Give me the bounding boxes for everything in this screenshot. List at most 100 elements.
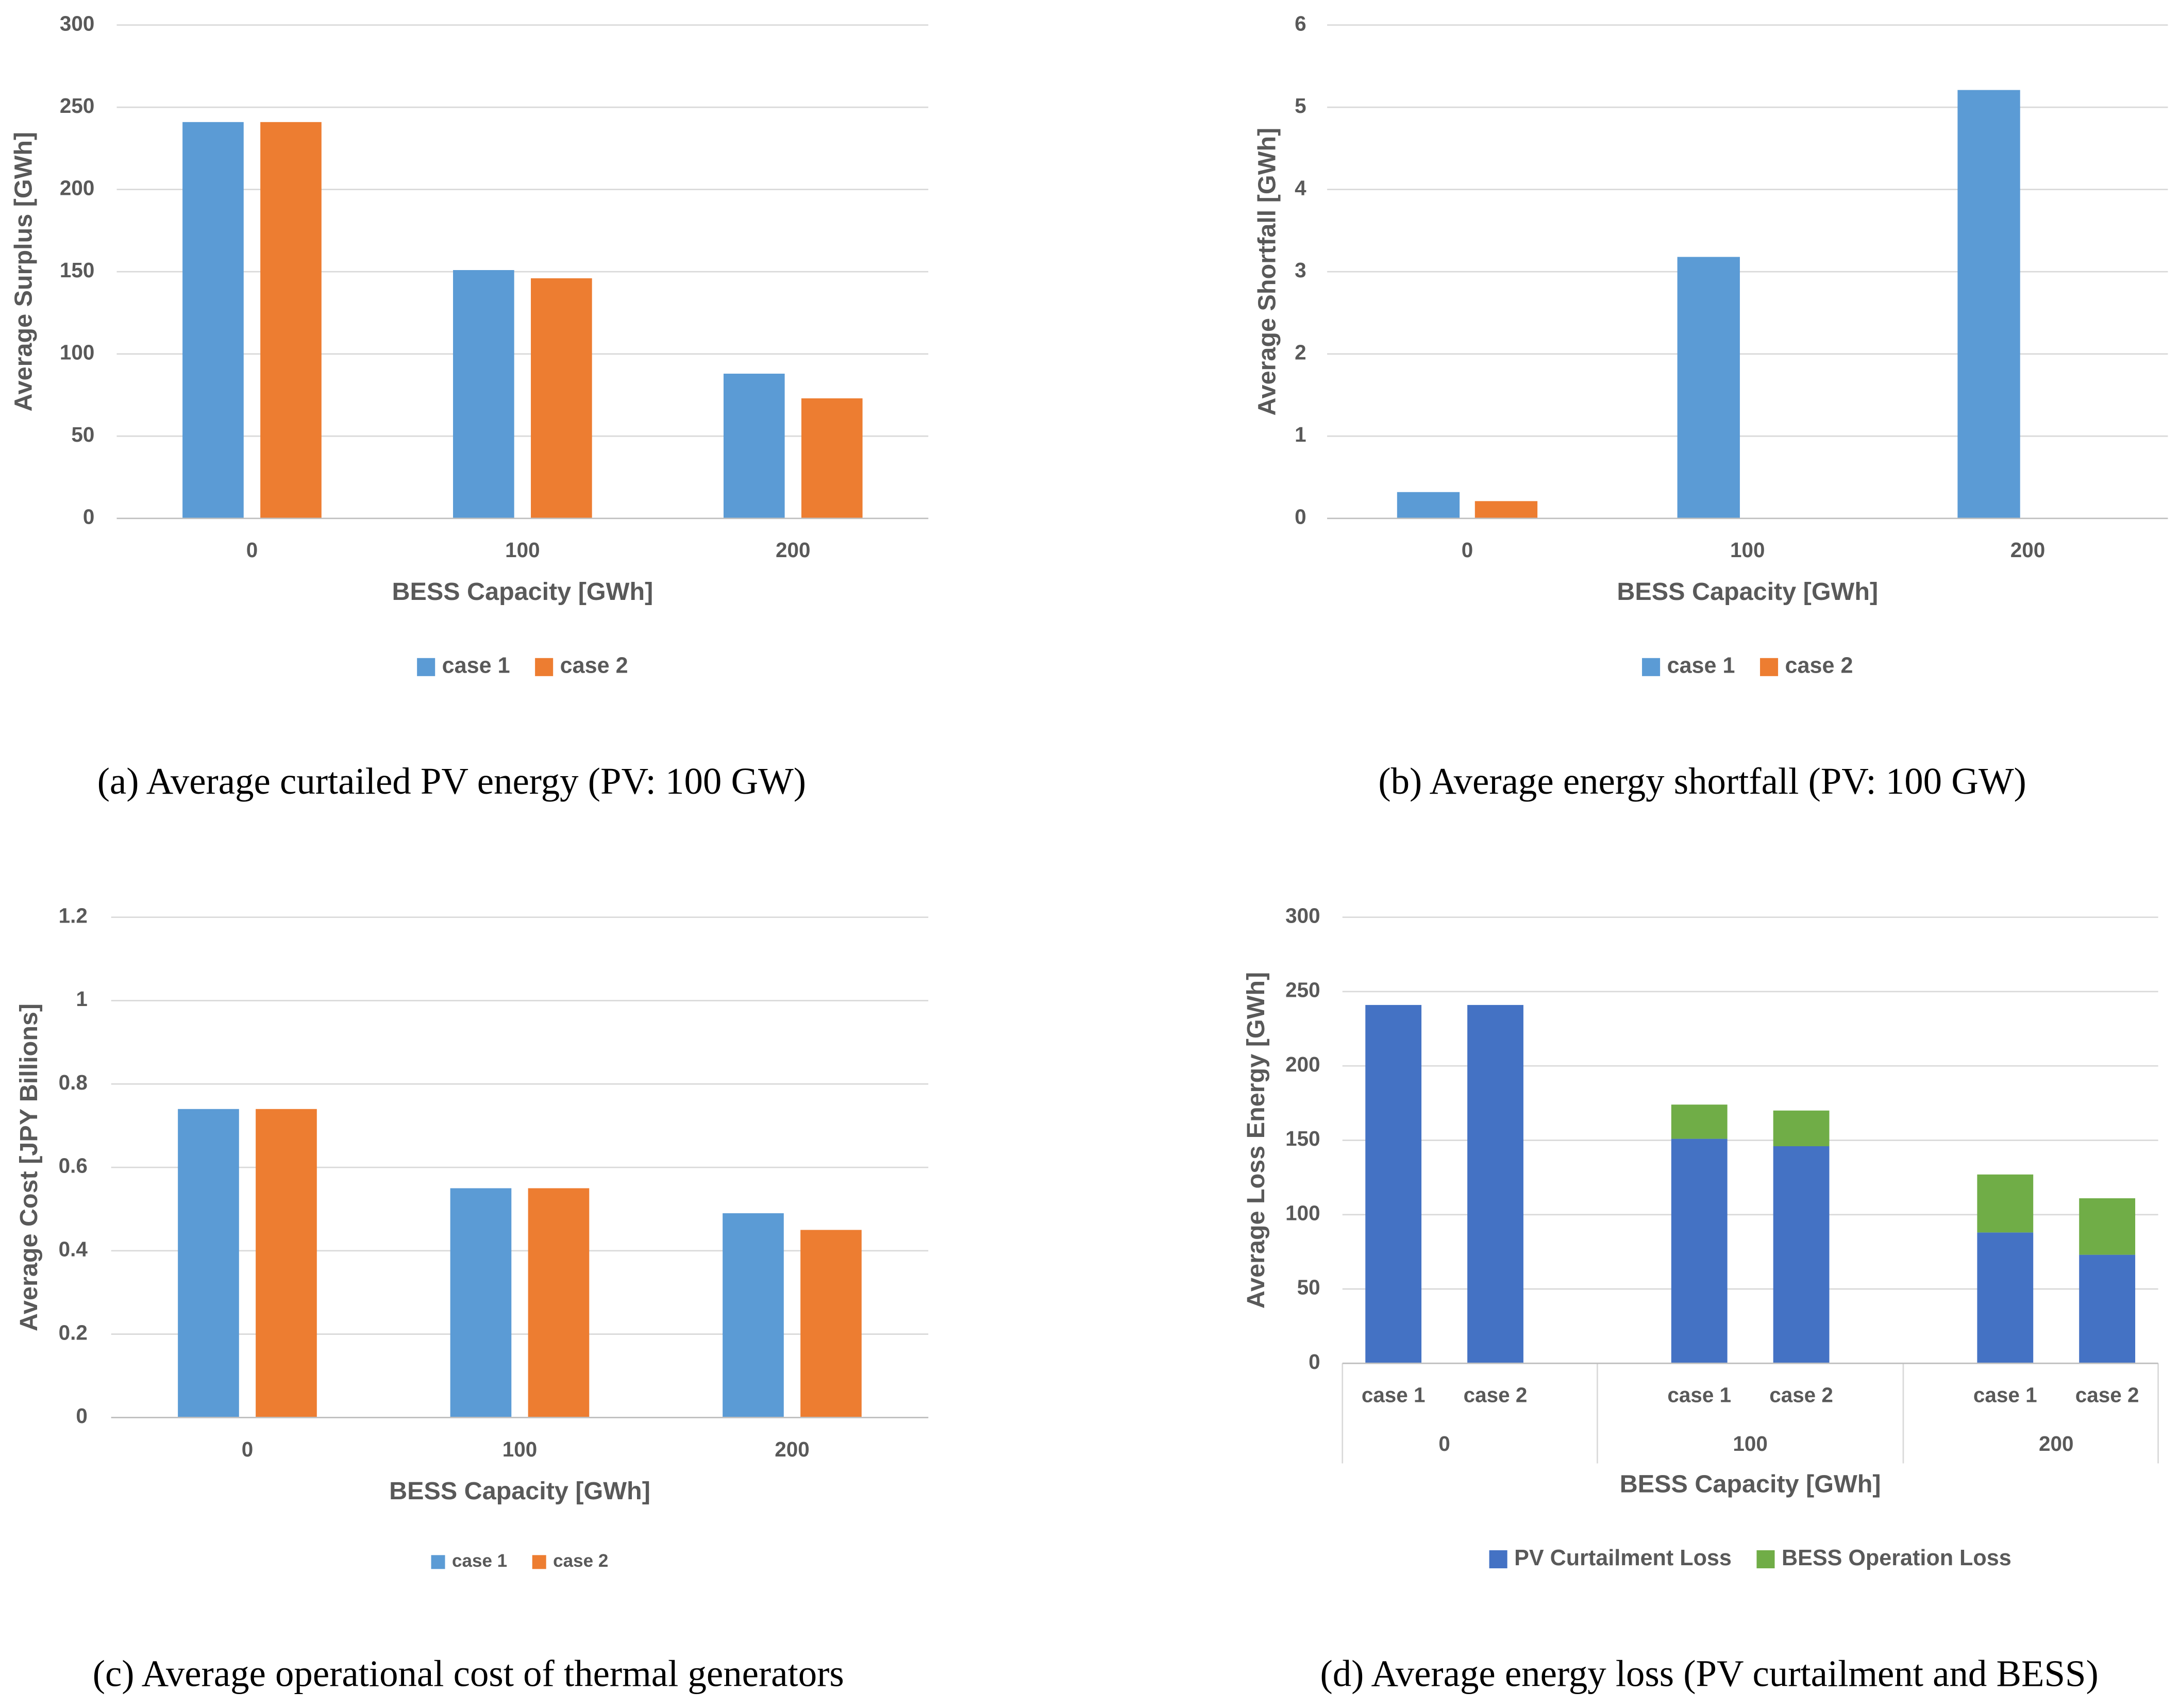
y-tick-label: 250 xyxy=(60,94,94,118)
y-tick-label: 2 xyxy=(1295,340,1306,364)
y-tick-label: 0 xyxy=(83,505,95,529)
x-tick-label: 0 xyxy=(1462,538,1473,562)
x-tick-label: 200 xyxy=(2010,538,2045,562)
legend-swatch xyxy=(535,658,554,676)
y-tick-label: 50 xyxy=(71,423,94,446)
legend-swatch xyxy=(1489,1550,1507,1568)
y-axis-title: Average Cost [JPY Billions] xyxy=(15,1003,43,1331)
group-label: 0 xyxy=(1438,1432,1450,1455)
bar xyxy=(1474,501,1538,518)
x-tick-label: 200 xyxy=(776,538,810,562)
y-tick-label: 1 xyxy=(76,987,88,1011)
y-tick-label: 100 xyxy=(60,340,94,364)
bar xyxy=(801,398,863,518)
y-tick-label: 1 xyxy=(1295,423,1306,446)
bar-segment xyxy=(1773,1146,1830,1364)
y-axis-title: Average Surplus [GWh] xyxy=(9,132,37,412)
x-tick-label: 0 xyxy=(246,538,258,562)
legend: case 1 case 2 xyxy=(1642,654,1853,678)
legend-label: case 2 xyxy=(1785,654,1853,678)
legend-label: case 2 xyxy=(553,1551,608,1571)
y-tick-label: 0 xyxy=(1309,1350,1320,1374)
caption: (a) Average curtailed PV energy (PV: 100… xyxy=(97,760,806,802)
y-axis-title: Average Loss Energy [GWh] xyxy=(1242,972,1270,1309)
y-tick-label: 0.2 xyxy=(59,1320,88,1344)
bar-segment xyxy=(1365,1004,1422,1364)
bar xyxy=(1397,492,1460,518)
x-tick-label: case 1 xyxy=(1973,1383,2037,1407)
legend-swatch xyxy=(1760,658,1779,676)
bar xyxy=(528,1188,590,1418)
y-tick-label: 6 xyxy=(1295,11,1306,35)
y-tick-label: 50 xyxy=(1297,1276,1320,1299)
y-tick-label: 300 xyxy=(1285,903,1320,927)
bar-segment xyxy=(1671,1138,1728,1364)
bar-segment xyxy=(2079,1254,2136,1364)
legend-label: BESS Operation Loss xyxy=(1782,1546,2012,1570)
bar-segment xyxy=(2079,1198,2136,1255)
caption: (d) Average energy loss (PV curtailment … xyxy=(1320,1652,2098,1694)
x-tick-label: case 2 xyxy=(1769,1383,1833,1407)
y-axis-title: Average Shortfall [GWh] xyxy=(1253,128,1281,416)
y-tick-label: 4 xyxy=(1295,176,1306,199)
legend: case 1 case 2 xyxy=(431,1551,608,1571)
bar xyxy=(450,1188,512,1418)
y-tick-label: 0.6 xyxy=(59,1154,88,1178)
y-tick-label: 250 xyxy=(1285,978,1320,1002)
x-tick-label: case 2 xyxy=(1464,1383,1528,1407)
legend: case 1 case 2 xyxy=(417,654,628,678)
legend-swatch xyxy=(1756,1550,1775,1568)
x-tick-label: case 1 xyxy=(1667,1383,1731,1407)
bar xyxy=(453,270,514,518)
legend-label: case 1 xyxy=(442,654,510,678)
bar xyxy=(260,122,322,518)
bar xyxy=(1677,257,1740,518)
bar xyxy=(1957,90,2020,518)
x-tick-label: 100 xyxy=(505,538,540,562)
y-tick-label: 1.2 xyxy=(59,903,88,927)
y-tick-label: 300 xyxy=(60,11,94,35)
bar xyxy=(178,1109,239,1418)
legend: PV Curtailment Loss BESS Operation Loss xyxy=(1489,1546,2012,1570)
group-label: 200 xyxy=(2039,1432,2073,1455)
bar xyxy=(800,1230,862,1418)
bar xyxy=(723,374,785,518)
bar xyxy=(723,1213,784,1418)
y-tick-label: 0.8 xyxy=(59,1070,88,1094)
caption: (c) Average operational cost of thermal … xyxy=(93,1652,844,1694)
bar-segment xyxy=(1977,1232,2034,1364)
y-tick-label: 3 xyxy=(1295,258,1306,282)
x-axis-title: BESS Capacity [GWh] xyxy=(1620,1470,1881,1498)
y-tick-label: 0 xyxy=(76,1404,88,1428)
y-tick-label: 150 xyxy=(60,258,94,282)
y-tick-label: 200 xyxy=(1285,1052,1320,1076)
y-tick-label: 150 xyxy=(1285,1127,1320,1150)
y-tick-label: 0 xyxy=(1295,505,1306,529)
x-axis-title: BESS Capacity [GWh] xyxy=(392,578,653,606)
bar xyxy=(182,122,244,518)
bar xyxy=(531,278,592,518)
legend-swatch xyxy=(431,1555,445,1569)
y-tick-label: 100 xyxy=(1285,1201,1320,1225)
legend-swatch xyxy=(1642,658,1661,676)
x-tick-label: 100 xyxy=(1730,538,1765,562)
x-axis-title: BESS Capacity [GWh] xyxy=(1617,578,1878,606)
caption: (b) Average energy shortfall (PV: 100 GW… xyxy=(1378,760,2026,802)
x-tick-label: case 2 xyxy=(2075,1383,2139,1407)
x-tick-label: 0 xyxy=(242,1437,254,1461)
x-tick-label: 100 xyxy=(502,1437,537,1461)
legend-label: case 1 xyxy=(1667,654,1735,678)
y-tick-label: 5 xyxy=(1295,94,1306,118)
bar-segment xyxy=(1467,1004,1523,1364)
bar-segment xyxy=(1671,1104,1728,1139)
y-tick-label: 0.4 xyxy=(59,1237,88,1261)
bar-segment xyxy=(1977,1174,2034,1233)
legend-swatch xyxy=(417,658,435,676)
legend-label: case 2 xyxy=(560,654,628,678)
x-tick-label: case 1 xyxy=(1362,1383,1426,1407)
x-axis-title: BESS Capacity [GWh] xyxy=(389,1477,650,1505)
x-tick-label: 200 xyxy=(775,1437,809,1461)
bar-segment xyxy=(1773,1110,1830,1147)
legend-label: case 1 xyxy=(452,1551,507,1571)
group-label: 100 xyxy=(1733,1432,1767,1455)
